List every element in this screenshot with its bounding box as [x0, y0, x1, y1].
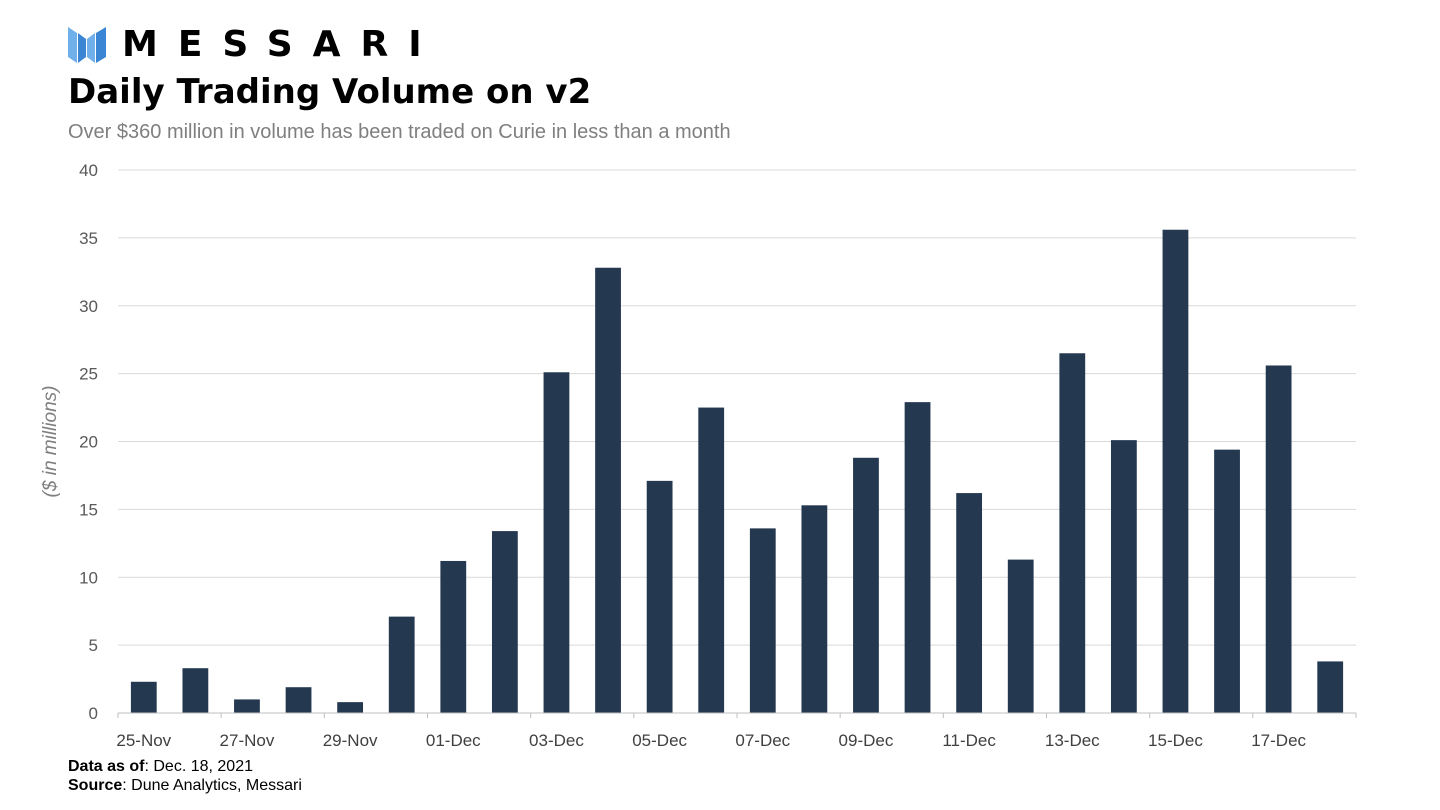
source-label: Source: [68, 777, 123, 794]
x-tick-label: 17-Dec: [1251, 731, 1306, 750]
axes: 0 5 10 15 20 25 30 35 40 25-Nov 27-Nov 29-Nov 01-Dec…: [40, 161, 1357, 750]
y-tick-label: 25: [79, 365, 98, 384]
bar: [182, 668, 209, 713]
chart-subtitle: Over $360 million in volume has been tra…: [68, 121, 731, 143]
bar: [853, 457, 879, 713]
bar: [801, 505, 828, 713]
bar: [1265, 365, 1292, 713]
y-tick-label: 5: [89, 636, 98, 655]
x-tick-label: 27-Nov: [220, 731, 275, 750]
bar: [440, 560, 467, 713]
bar: [491, 531, 518, 713]
x-tick-label: 09-Dec: [839, 731, 894, 750]
y-tick-label: 40: [79, 161, 98, 180]
x-tick-label: 25-Nov: [116, 731, 171, 750]
x-tick-label: 13-Dec: [1045, 731, 1100, 750]
gridlines: [118, 169, 1356, 646]
chart-footer: Data as of: Dec. 18, 2021 Source: Dune A…: [68, 757, 302, 795]
bar: [337, 702, 364, 713]
y-tick-label: 35: [79, 229, 98, 248]
bars: [130, 229, 1344, 714]
x-tick-label: 07-Dec: [735, 731, 790, 750]
x-tick-label: 29-Nov: [323, 731, 378, 750]
bar: [285, 687, 312, 713]
bar: [1110, 440, 1137, 713]
bar: [130, 681, 157, 713]
bar: [1214, 449, 1240, 713]
messari-logo-icon: [68, 27, 106, 63]
data-as-of-label: Data as of: [68, 758, 145, 775]
bar: [234, 699, 260, 713]
y-tick-label: 0: [89, 704, 98, 723]
bar: [543, 372, 570, 713]
bar: [1162, 229, 1189, 714]
y-tick-label: 15: [79, 500, 98, 519]
x-tick-label: 01-Dec: [426, 731, 481, 750]
bar: [1059, 353, 1086, 713]
brand-name: MESSARI: [122, 24, 442, 65]
y-tick-label: 20: [79, 433, 98, 452]
bar: [646, 480, 673, 713]
source: Source: Dune Analytics, Messari: [68, 776, 302, 795]
bar: [595, 267, 621, 713]
chart-title: Daily Trading Volume on v2: [68, 72, 592, 112]
source-value: : Dune Analytics, Messari: [122, 777, 302, 794]
data-as-of-value: : Dec. 18, 2021: [144, 758, 253, 775]
x-tick-label: 05-Dec: [632, 731, 687, 750]
x-tick-label: 11-Dec: [942, 731, 996, 750]
bar: [904, 402, 931, 713]
y-tick-label: 30: [79, 297, 98, 316]
bar: [698, 407, 725, 713]
bar: [1317, 661, 1344, 713]
bar: [1007, 559, 1034, 713]
bar: [749, 528, 776, 713]
brand-header: MESSARI: [68, 26, 442, 64]
x-tick-label: 15-Dec: [1148, 731, 1203, 750]
bar: [956, 493, 983, 713]
y-axis-title: ($ in millions): [40, 386, 61, 498]
x-tick-label: 03-Dec: [529, 731, 584, 750]
bar: [388, 616, 415, 713]
y-tick-label: 10: [79, 568, 98, 587]
data-as-of: Data as of: Dec. 18, 2021: [68, 757, 302, 776]
